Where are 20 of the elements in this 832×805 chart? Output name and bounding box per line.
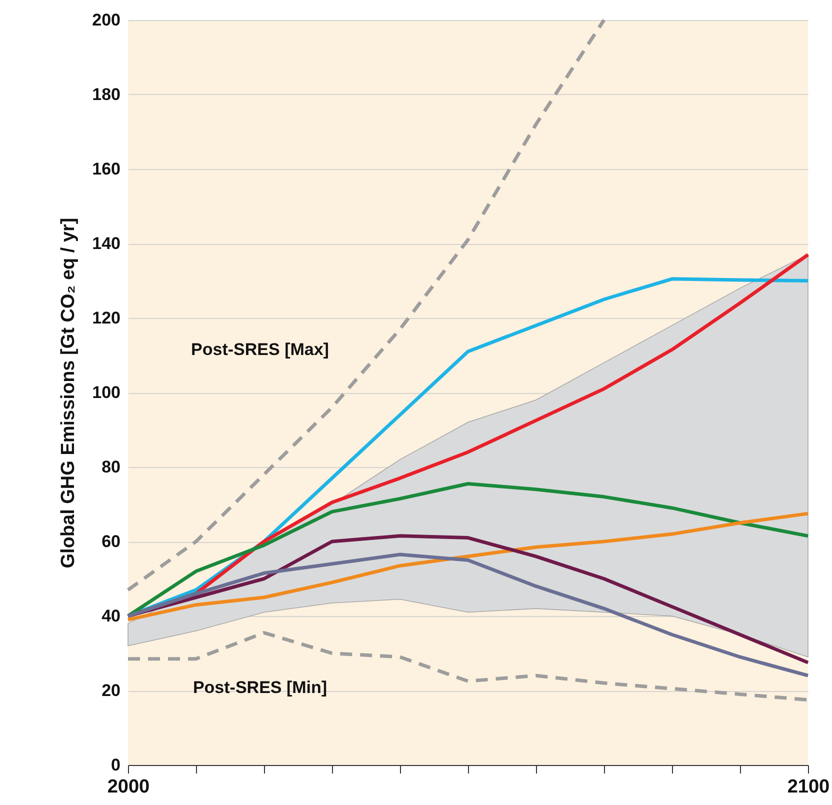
y-axis-title: Global GHG Emissions [Gt CO₂ eq / yr] [58, 218, 80, 568]
y-tick-label: 180 [92, 85, 120, 104]
y-tick-label: 140 [92, 234, 120, 253]
y-tick-label: 160 [92, 160, 120, 178]
y-tick-label: 20 [102, 681, 120, 700]
x-tick-label: 2100 [787, 776, 830, 798]
y-tick-label: 200 [92, 10, 120, 30]
x-tick-label: 2000 [107, 776, 150, 798]
annotation: Post-SRES [Min] [192, 678, 328, 697]
y-tick-label: 80 [102, 458, 120, 476]
y-tick-label: 40 [102, 606, 120, 626]
y-tick-label: 0 [111, 756, 120, 774]
line-series [126, 512, 810, 622]
y-tick-label: 100 [92, 383, 120, 402]
line-series [126, 18, 606, 592]
y-tick-label: 120 [92, 308, 120, 328]
annotation: Post-SRES [Max] [191, 340, 329, 359]
y-tick-label: 60 [102, 532, 120, 551]
line-series [126, 552, 810, 678]
line-series [126, 482, 810, 618]
